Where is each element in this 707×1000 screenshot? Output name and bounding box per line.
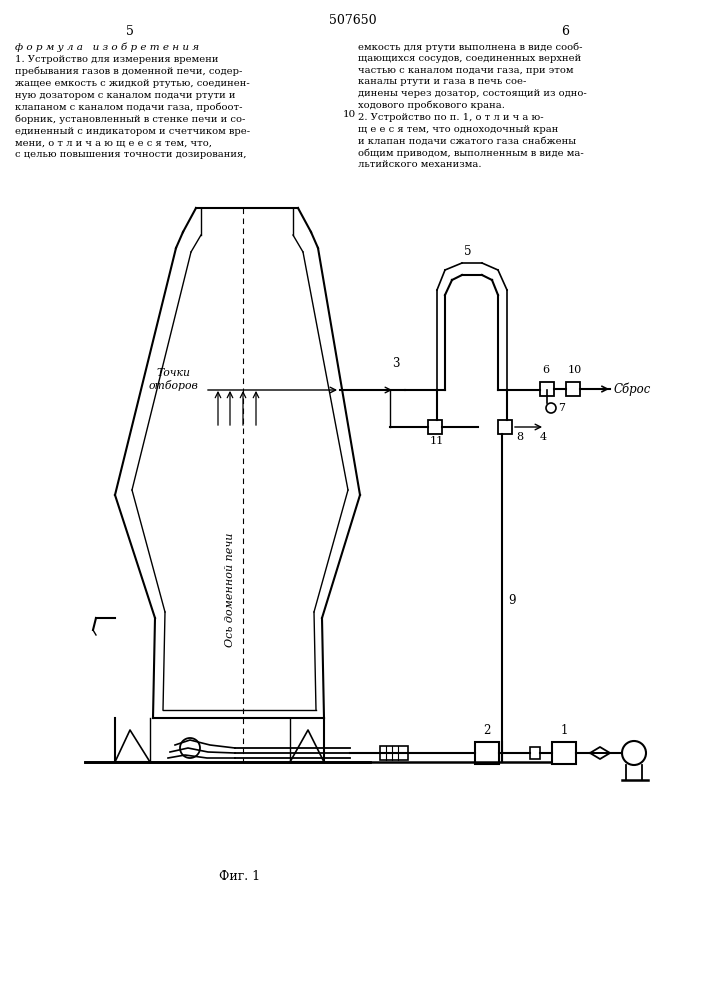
Text: 10: 10 [342,110,356,119]
Text: Ось доменной печи: Ось доменной печи [225,533,235,647]
Bar [475,742,499,764]
Bar [552,742,576,764]
Text: 3: 3 [392,357,399,370]
Bar [498,420,512,434]
Text: 10: 10 [568,365,583,375]
Text: 7: 7 [558,403,565,413]
Text: 4: 4 [540,432,547,442]
Text: 1. Устройство для измерения времени
пребывания газов в доменной печи, содер-
жащ: 1. Устройство для измерения времени преб… [15,55,250,159]
Bar [540,382,554,396]
Bar [566,382,580,396]
Text: 6: 6 [542,365,549,375]
Text: 1: 1 [561,724,568,737]
Text: 9: 9 [508,593,515,606]
Bar [530,747,540,759]
Text: Точки
отборов: Точки отборов [148,368,198,391]
Text: Фиг. 1: Фиг. 1 [219,870,261,883]
Text: 2: 2 [484,724,491,737]
Text: 507650: 507650 [329,14,377,27]
Text: емкость для ртути выполнена в виде сооб-
щающихся сосудов, соединенных верхней
ч: емкость для ртути выполнена в виде сооб-… [358,42,587,169]
Text: 5: 5 [464,245,472,258]
Text: 5: 5 [126,25,134,38]
Text: ф о р м у л а   и з о б р е т е н и я: ф о р м у л а и з о б р е т е н и я [15,42,199,51]
Text: 11: 11 [430,436,444,446]
Text: 6: 6 [561,25,569,38]
Bar [380,746,408,760]
Text: 8: 8 [516,432,523,442]
Bar [428,420,442,434]
Text: Сброс: Сброс [614,382,651,396]
